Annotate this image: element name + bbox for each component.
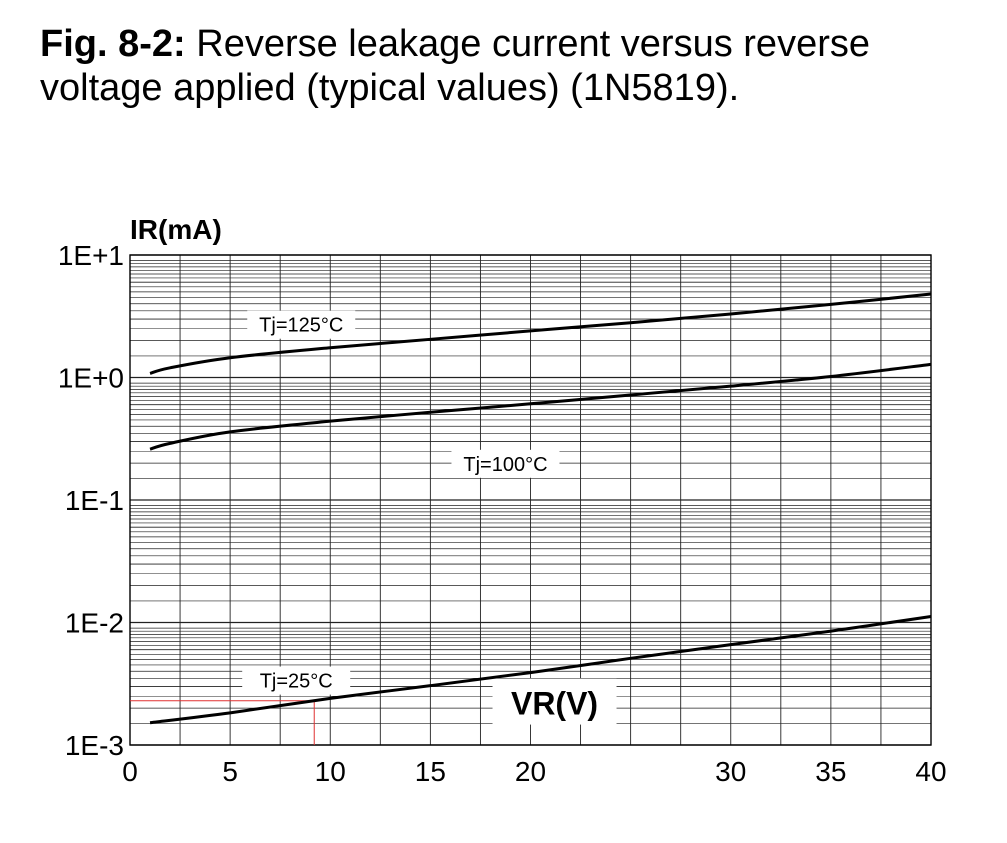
x-tick-label: 0 — [122, 756, 138, 787]
grid — [129, 254, 932, 746]
x-axis-label-background — [492, 678, 617, 725]
series-lines — [149, 292, 932, 725]
x-tick-label: 40 — [915, 756, 946, 787]
marker-lines — [130, 700, 315, 745]
series-line — [149, 292, 932, 375]
x-tick-label: 30 — [715, 756, 746, 787]
labels: Tj=125°C Tj=100°C Tj=25°C VR(V) IR(mA)1E+1 1E… — [58, 214, 947, 787]
figure-caption: Reverse leakage current versus reverse v… — [40, 23, 870, 109]
series-line — [149, 362, 932, 451]
y-tick-label: 1E-3 — [65, 730, 124, 761]
series-label: Tj=100°C — [463, 454, 547, 476]
series-label-background — [242, 666, 351, 695]
series-line — [149, 614, 932, 725]
plot-frame — [129, 254, 932, 746]
x-tick-label: 15 — [415, 756, 446, 787]
y-tick-label: 1E+1 — [58, 240, 124, 271]
y-axis-label: IR(mA) — [130, 214, 222, 245]
x-tick-label: 10 — [315, 756, 346, 787]
y-tick-label: 1E+0 — [58, 363, 124, 394]
y-tick-label: 1E-1 — [65, 485, 124, 516]
series-label: Tj=25°C — [260, 671, 333, 693]
series-label: Tj=125°C — [259, 315, 343, 337]
x-tick-label: 35 — [815, 756, 846, 787]
figure-label: Fig. 8-2: — [40, 23, 186, 65]
x-tick-label: 5 — [222, 756, 238, 787]
y-tick-label: 1E-2 — [65, 608, 124, 639]
figure-title: Fig. 8-2: Reverse leakage current versus… — [40, 22, 990, 110]
x-axis-label: VR(V) — [511, 686, 598, 722]
series-label-background — [451, 449, 560, 478]
x-tick-label: 20 — [515, 756, 546, 787]
series-label-background — [247, 310, 356, 339]
